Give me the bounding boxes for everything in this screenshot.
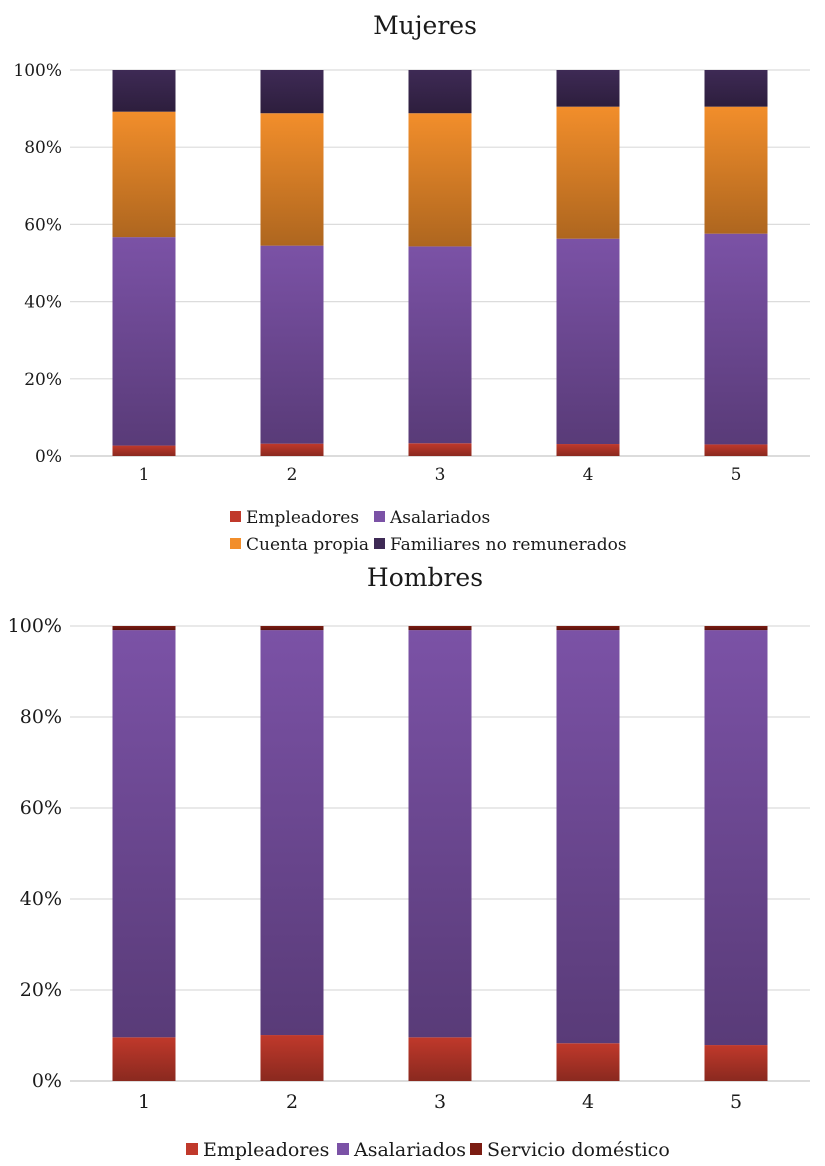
legend-label: Cuenta propia [246,535,369,555]
x-tick-label: 4 [583,465,594,485]
bar-segment [112,70,176,112]
bar-segment [556,626,620,631]
y-axis-ticks: 0% 20% 40% 60% 80% 100% [8,615,62,1092]
chart-title: Mujeres [373,11,477,40]
y-tick-label: 40% [20,888,62,910]
y-tick-label: 100% [8,615,62,637]
y-tick-label: 20% [20,979,62,1001]
x-tick-label: 3 [435,465,446,485]
bar-segment [260,626,324,631]
bar-segment [112,1037,176,1081]
bars [112,70,768,456]
y-axis-ticks: 0% 20% 40% 60% 80% 100% [13,61,62,467]
y-tick-label: 0% [32,1070,62,1092]
bar-segment [408,443,472,456]
y-tick-label: 20% [24,370,62,390]
legend-label: Empleadores [246,508,359,528]
bar-segment [260,630,324,1036]
bar-segment [112,445,176,456]
bar-segment [556,70,620,107]
bar-segment [704,233,768,445]
legend-swatch [337,1143,349,1155]
bar-segment [408,626,472,631]
y-tick-label: 80% [20,706,62,728]
chart-mujeres: Mujeres 0% 20% 40% 60% 80% 100% 1 2 3 4 5 Emplead… [13,11,810,555]
legend-label: Asalariados [353,1139,466,1161]
bar-segment [408,1037,472,1081]
bar-segment [260,443,324,456]
legend-label: Familiares no remunerados [390,535,627,555]
bar-segment [408,113,472,247]
legend-swatch [374,511,385,522]
bar-segment [112,111,176,238]
x-tick-label: 2 [286,1091,298,1113]
legend-swatch [470,1143,482,1155]
bar-segment [408,246,472,444]
bar-segment [556,444,620,456]
bar-segment [408,630,472,1038]
bar-segment [556,1043,620,1081]
chart-hombres: Hombres 0% 20% 40% 60% 80% 100% 1 2 3 4 5 Emplead… [8,563,810,1161]
x-axis-ticks: 1 2 3 4 5 [138,1091,742,1113]
x-tick-label: 1 [139,465,150,485]
x-axis-ticks: 1 2 3 4 5 [139,465,742,485]
y-tick-label: 100% [13,61,62,81]
bar-segment [260,245,324,444]
bar-segment [704,106,768,234]
y-tick-label: 80% [24,138,62,158]
bar-segment [704,630,768,1046]
bar-segment [260,70,324,114]
x-tick-label: 4 [582,1091,594,1113]
bars [112,626,768,1081]
legend-label: Servicio doméstico [487,1139,670,1161]
x-tick-label: 2 [287,465,298,485]
bar-segment [112,237,176,446]
y-tick-label: 60% [24,215,62,235]
bar-segment [260,113,324,246]
legend-swatch [374,538,385,549]
chart-title: Hombres [367,563,483,592]
bar-segment [704,626,768,631]
x-tick-label: 5 [731,465,742,485]
legend-label: Asalariados [389,508,490,528]
bar-segment [112,626,176,631]
bar-segment [408,70,472,114]
legend: Empleadores Asalariados Servicio doméstico [186,1139,670,1161]
bar-segment [556,238,620,445]
y-tick-label: 60% [20,797,62,819]
x-tick-label: 1 [138,1091,150,1113]
bar-segment [556,106,620,239]
legend-label: Empleadores [203,1139,329,1161]
bar-segment [112,630,176,1038]
bar-segment [704,1045,768,1081]
y-tick-label: 40% [24,293,62,313]
bar-segment [556,630,620,1044]
legend-swatch [186,1143,198,1155]
x-tick-label: 3 [434,1091,446,1113]
y-tick-label: 0% [35,447,62,467]
bar-segment [704,70,768,107]
legend-swatch [230,511,241,522]
x-tick-label: 5 [730,1091,742,1113]
bar-segment [260,1035,324,1081]
bar-segment [704,444,768,456]
legend: Empleadores Asalariados Cuenta propia Famil… [230,508,627,555]
legend-swatch [230,538,241,549]
